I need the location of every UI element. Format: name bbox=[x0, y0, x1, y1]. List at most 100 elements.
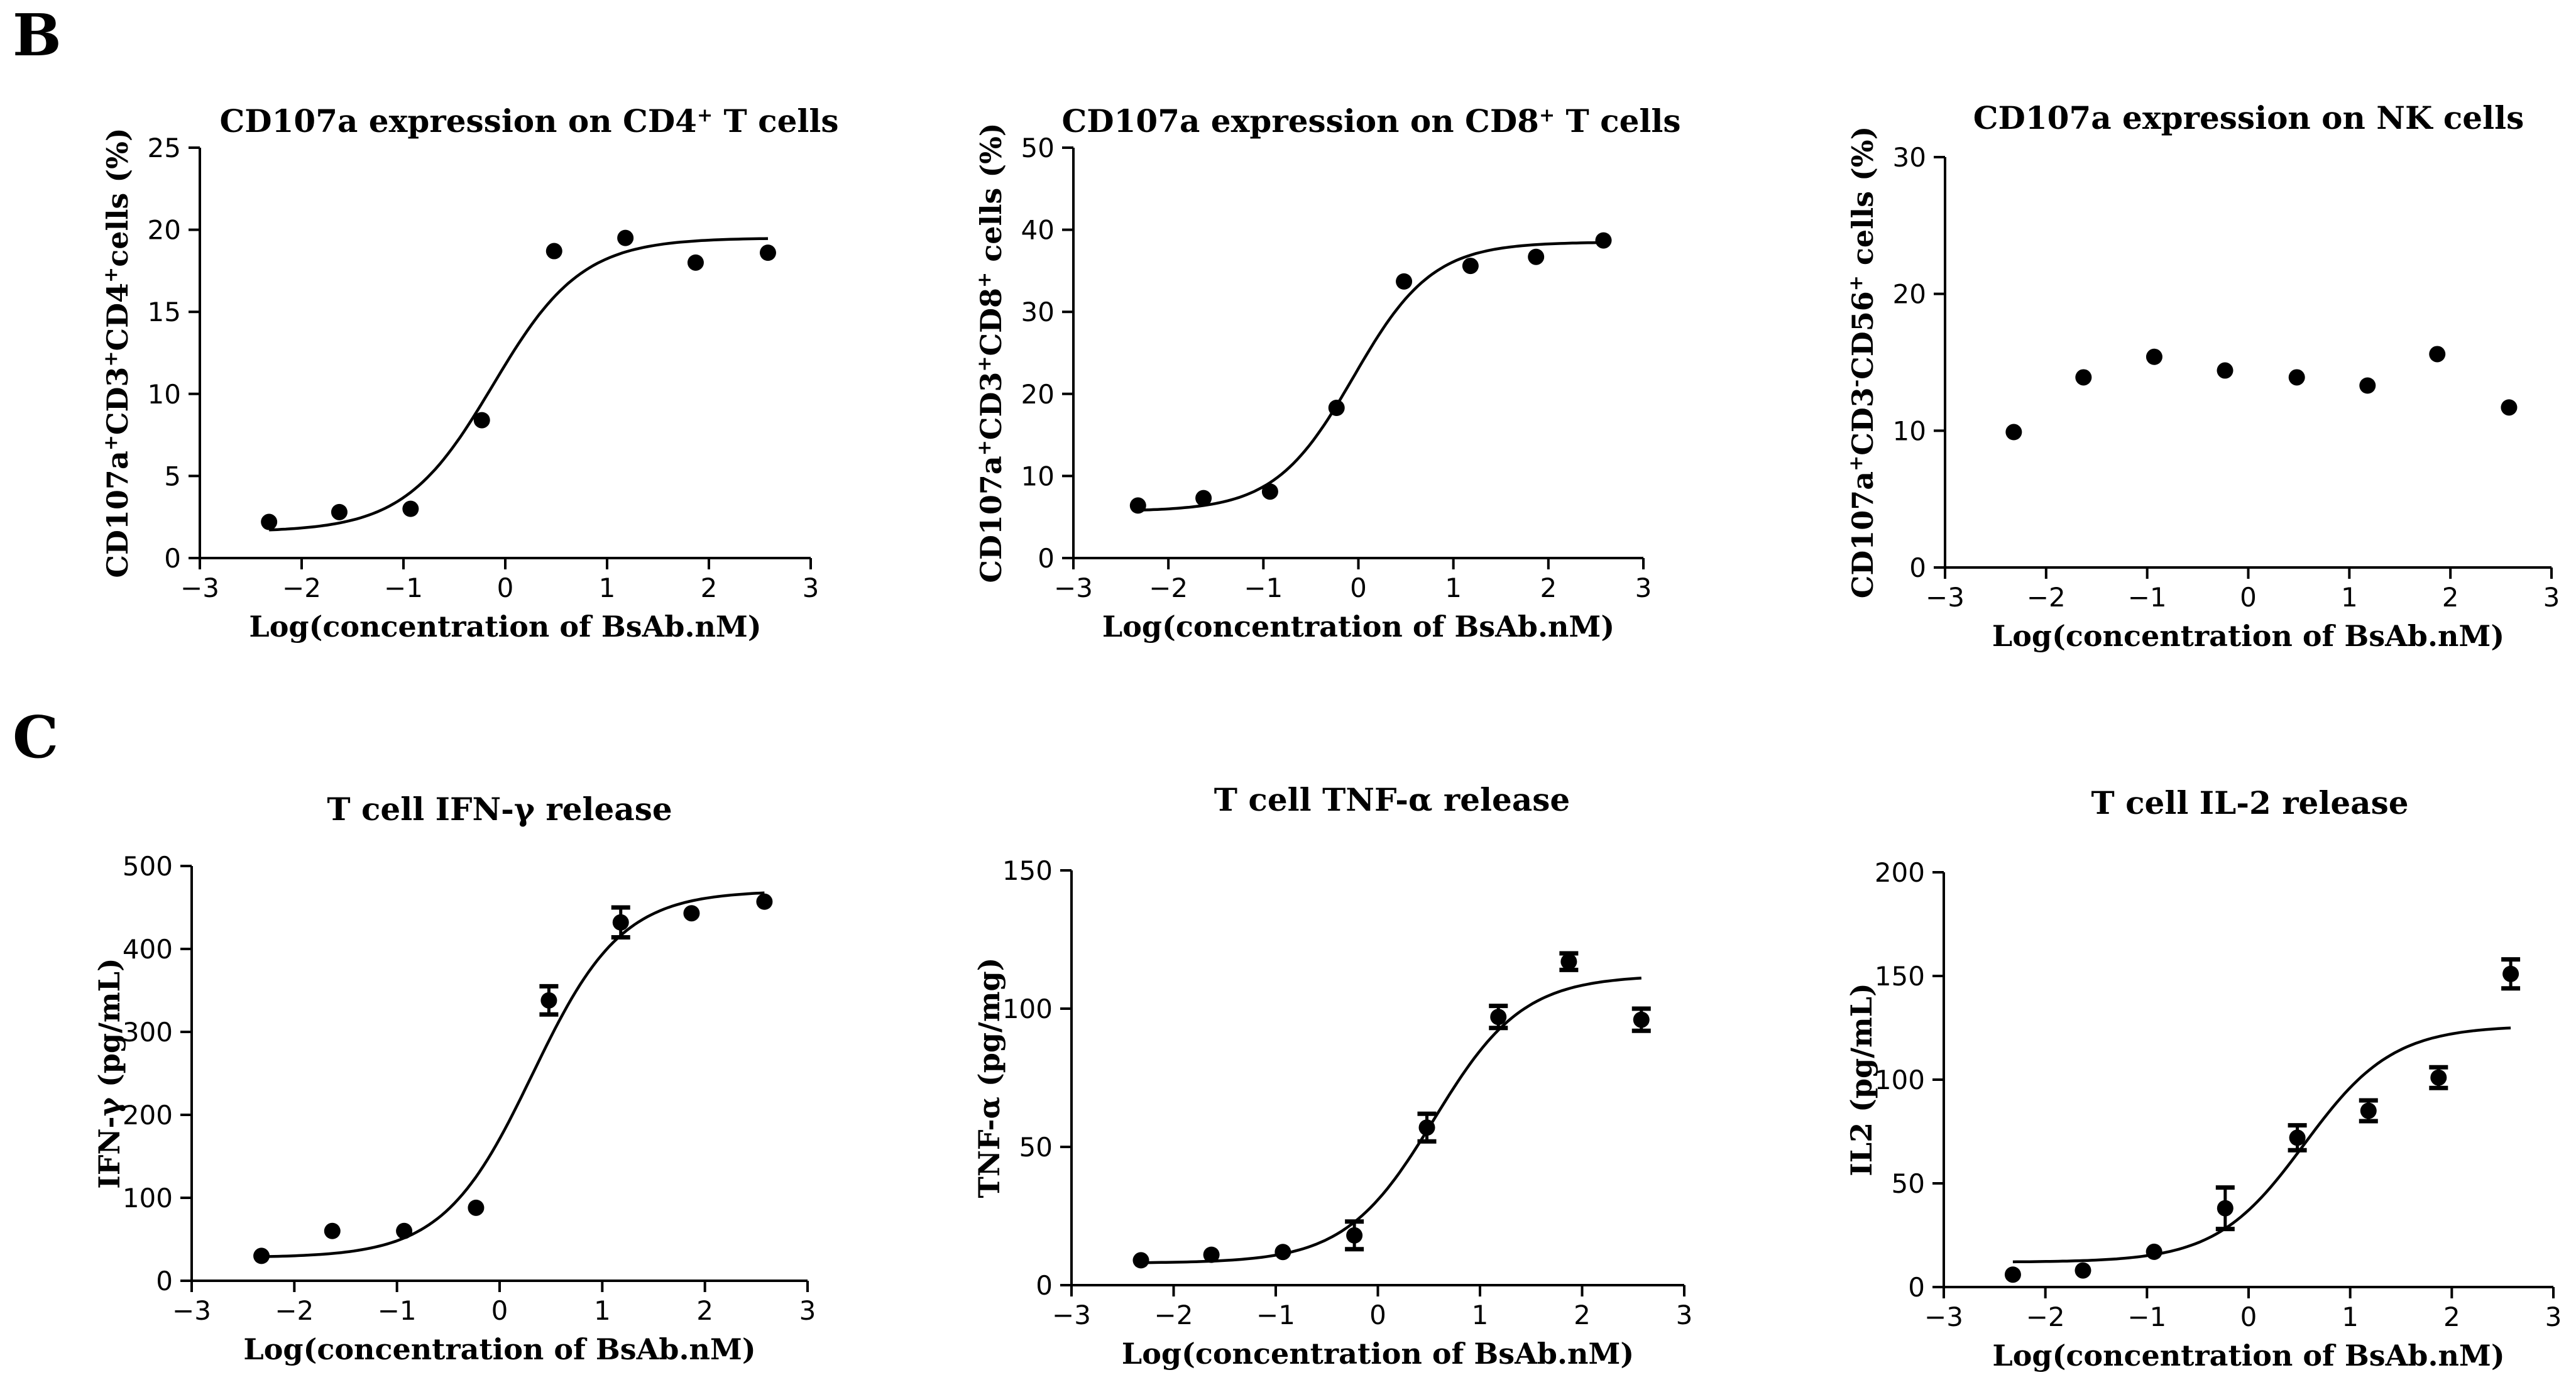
x-tick-label: 3 bbox=[1676, 1300, 1693, 1330]
data-point bbox=[402, 500, 419, 517]
fit-curve bbox=[2012, 1026, 2511, 1264]
data-point bbox=[759, 244, 776, 261]
x-tick-label: 2 bbox=[2443, 1302, 2460, 1332]
x-tick-label: −1 bbox=[1256, 1300, 1295, 1330]
y-tick-label: 0 bbox=[156, 1266, 173, 1296]
data-point bbox=[396, 1222, 413, 1239]
x-axis-label: Log(concentration of BsAb.nM) bbox=[1102, 610, 1614, 644]
y-tick-label: 200 bbox=[123, 1100, 173, 1131]
data-point bbox=[545, 243, 562, 260]
data-point bbox=[253, 1247, 270, 1264]
x-tick-label: 0 bbox=[491, 1295, 508, 1326]
x-tick-label: −1 bbox=[384, 573, 423, 603]
x-tick-label: −3 bbox=[1054, 573, 1093, 603]
data-point bbox=[2359, 377, 2376, 394]
data-point bbox=[1462, 258, 1479, 275]
data-point bbox=[2501, 399, 2518, 416]
x-tick-label: 1 bbox=[594, 1295, 611, 1326]
y-tick-label: 0 bbox=[1909, 552, 1926, 583]
y-axis-label: IFN-γ (pg/mL) bbox=[92, 958, 126, 1188]
chart-3: CD107a expression on NK cells−3 −2 −1 0 1 2 30… bbox=[1845, 99, 2560, 653]
fit-curve bbox=[1137, 241, 1604, 512]
x-tick-label: −2 bbox=[282, 573, 321, 603]
y-tick-label: 150 bbox=[1875, 961, 1925, 992]
chart-4: T cell IFN-γ release −3 −2 −1 0 1 2 3 0 100 200 300… bbox=[92, 791, 816, 1366]
x-axis-label: Log(concentration of BsAb.nM) bbox=[249, 610, 761, 644]
chart-title: CD107a expression on CD4+ T cells bbox=[219, 102, 838, 140]
y-axis-label: IL2 (pg/mL) bbox=[1844, 983, 1878, 1176]
y-tick-label: 40 bbox=[1021, 215, 1055, 246]
y-tick-label: 20 bbox=[1021, 379, 1055, 410]
y-axis-label: CD107a+CD3+CD8+ cells (%) bbox=[973, 123, 1009, 583]
x-tick-label: −2 bbox=[1149, 573, 1188, 603]
data-point bbox=[1490, 1009, 1507, 1026]
x-axis-label: Log(concentration of BsAb.nM) bbox=[1122, 1337, 1634, 1371]
data-point bbox=[1129, 497, 1146, 514]
data-point bbox=[2146, 1243, 2162, 1260]
y-tick-label: 100 bbox=[1875, 1065, 1925, 1095]
data-point bbox=[2075, 369, 2092, 386]
data-point bbox=[1633, 1011, 1650, 1028]
chart-6: T cell IL-2 release −3 −2 −1 0 1 2 3 0 50 100 150 20… bbox=[1844, 784, 2562, 1373]
data-point bbox=[1328, 400, 1345, 417]
x-tick-label: 1 bbox=[599, 573, 616, 603]
data-point bbox=[1528, 248, 1545, 265]
y-tick-label: 300 bbox=[123, 1017, 173, 1048]
x-tick-label: 0 bbox=[2240, 1302, 2257, 1332]
data-point bbox=[756, 893, 773, 910]
y-axis-label: CD107a+CD3+CD4+cells (%) bbox=[100, 128, 135, 578]
x-tick-label: −1 bbox=[1244, 573, 1283, 603]
data-point bbox=[2502, 965, 2519, 982]
chart-title: T cell TNF-α release bbox=[1214, 781, 1570, 818]
x-tick-label: 2 bbox=[1540, 573, 1557, 603]
data-point bbox=[687, 254, 704, 271]
y-tick-label: 30 bbox=[1021, 297, 1055, 327]
x-tick-label: 1 bbox=[1472, 1300, 1489, 1330]
y-tick-label: 20 bbox=[1893, 279, 1926, 310]
data-point bbox=[617, 229, 634, 246]
y-tick-label: 10 bbox=[148, 379, 181, 410]
chart-title: T cell IL-2 release bbox=[2091, 784, 2408, 821]
data-point bbox=[1274, 1244, 1291, 1261]
data-point bbox=[2289, 1129, 2306, 1146]
y-tick-label: 10 bbox=[1021, 461, 1055, 491]
data-point bbox=[2075, 1262, 2091, 1279]
data-point bbox=[612, 914, 629, 931]
x-axis-label: Log(concentration of BsAb.nM) bbox=[1992, 619, 2504, 653]
x-tick-label: 1 bbox=[2342, 1302, 2359, 1332]
x-tick-label: −2 bbox=[2026, 1302, 2065, 1332]
x-tick-label: −3 bbox=[1052, 1300, 1091, 1330]
y-tick-label: 0 bbox=[1908, 1272, 1925, 1303]
data-point bbox=[2360, 1102, 2377, 1119]
data-point bbox=[2004, 1266, 2021, 1283]
x-tick-label: 3 bbox=[2545, 1302, 2562, 1332]
x-tick-label: 0 bbox=[1350, 573, 1367, 603]
x-tick-label: 0 bbox=[2240, 582, 2257, 613]
data-point bbox=[473, 412, 490, 429]
fit-curve bbox=[1141, 977, 1642, 1264]
chart-title: CD107a expression on NK cells bbox=[1973, 99, 2524, 136]
x-tick-label: 3 bbox=[2543, 582, 2560, 613]
data-point bbox=[1595, 232, 1612, 249]
x-tick-label: 0 bbox=[1369, 1300, 1386, 1330]
data-point bbox=[324, 1222, 341, 1239]
x-tick-label: 1 bbox=[1445, 573, 1462, 603]
y-tick-label: 100 bbox=[1002, 994, 1053, 1024]
x-tick-label: 0 bbox=[497, 573, 514, 603]
data-point bbox=[2217, 1200, 2233, 1217]
data-point bbox=[1396, 273, 1413, 290]
data-point bbox=[2146, 348, 2162, 365]
y-tick-label: 25 bbox=[148, 133, 181, 163]
x-tick-label: 3 bbox=[799, 1295, 816, 1326]
data-point bbox=[2217, 362, 2233, 379]
data-point bbox=[2430, 1069, 2447, 1086]
x-tick-label: −1 bbox=[2127, 1302, 2166, 1332]
x-tick-label: −3 bbox=[1924, 1302, 1963, 1332]
y-axis-label: TNF-α (pg/mg) bbox=[972, 958, 1006, 1198]
x-axis-label: Log(concentration of BsAb.nM) bbox=[243, 1332, 755, 1366]
y-tick-label: 0 bbox=[1036, 1270, 1053, 1301]
y-tick-label: 5 bbox=[164, 461, 181, 491]
x-tick-label: 2 bbox=[1574, 1300, 1591, 1330]
x-axis-label: Log(concentration of BsAb.nM) bbox=[1992, 1339, 2504, 1373]
